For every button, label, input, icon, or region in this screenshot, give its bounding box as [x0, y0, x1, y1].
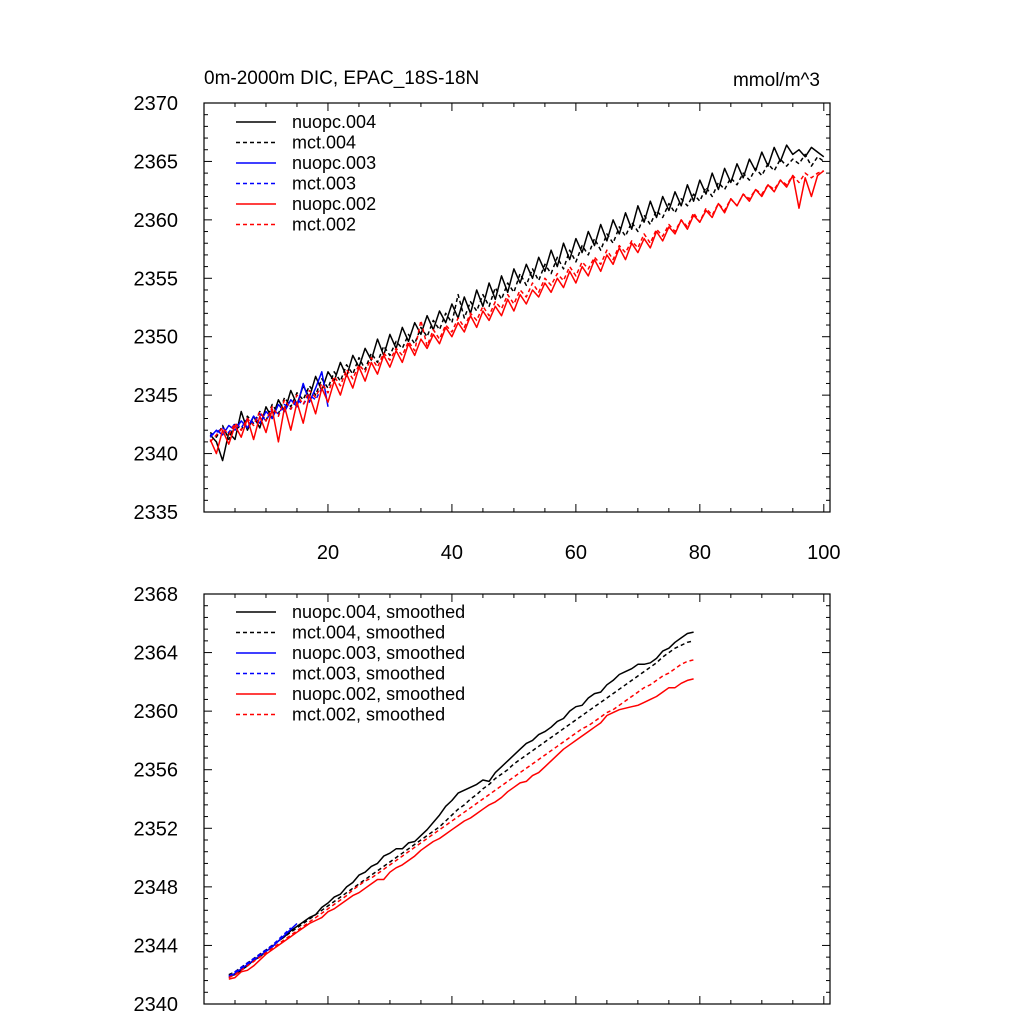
plot-frame — [203, 102, 831, 513]
y-tick-label: 2340 — [134, 994, 179, 1016]
legend-label: mct.003 — [292, 174, 356, 194]
legend-label: mct.004 — [292, 133, 356, 153]
y-tick-label: 2344 — [134, 935, 179, 957]
legend-label: nuopc.004, smoothed — [292, 602, 465, 622]
y-tick-label: 2368 — [134, 584, 179, 606]
y-tick-label: 2365 — [134, 151, 179, 173]
legend-label: mct.002 — [292, 215, 356, 235]
legend-label: nuopc.003, smoothed — [292, 643, 465, 663]
legend-label: nuopc.004 — [292, 112, 376, 132]
legend-label: mct.003, smoothed — [292, 664, 445, 684]
y-tick-label: 2364 — [134, 643, 179, 665]
series-line-mct-004-smoothed — [228, 640, 694, 976]
plot-frame — [203, 593, 831, 1005]
series-line-mct-004 — [209, 153, 825, 441]
series-line-nuopc-003 — [209, 371, 329, 438]
series-line-mct-002 — [209, 170, 825, 443]
y-tick-label: 2348 — [134, 877, 179, 899]
y-tick-label: 2340 — [134, 444, 179, 466]
legend-label: nuopc.003 — [292, 153, 376, 173]
x-tick-label: 20 — [317, 542, 339, 564]
chart-title: 0m-2000m DIC, EPAC_18S-18N — [204, 68, 479, 89]
x-tick-label: 100 — [807, 542, 840, 564]
series-line-nuopc-004-smoothed — [228, 631, 694, 977]
x-tick-label: 80 — [689, 542, 711, 564]
bottom-panel: 2340 2344 2348 2352 2356 2360 2364 2368 nuopc.00… — [134, 584, 831, 1016]
series-line-nuopc-004 — [209, 144, 825, 462]
series-line-nuopc-002 — [209, 170, 825, 455]
legend-label: nuopc.002, smoothed — [292, 684, 465, 704]
legend-label: nuopc.002 — [292, 194, 376, 214]
x-tick-label: 40 — [441, 542, 463, 564]
y-tick-label: 2335 — [134, 502, 179, 524]
y-tick-label: 2360 — [134, 701, 179, 723]
y-tick-label: 2360 — [134, 210, 179, 232]
x-tick-label: 60 — [565, 542, 587, 564]
y-tick-label: 2352 — [134, 818, 179, 840]
y-tick-label: 2356 — [134, 760, 179, 782]
series-line-mct-002-smoothed — [228, 659, 694, 979]
series-line-nuopc-003-smoothed — [228, 922, 298, 979]
top-panel: 2335 2340 2345 2350 2355 2360 2365 2370 20 40 60 80… — [134, 93, 841, 564]
legend-label: mct.004, smoothed — [292, 623, 445, 643]
y-tick-label: 2350 — [134, 327, 179, 349]
series-line-mct-003-smoothed — [228, 927, 292, 977]
series-line-nuopc-002-smoothed — [228, 678, 694, 980]
y-tick-label: 2370 — [134, 93, 179, 115]
y-tick-label: 2345 — [134, 385, 179, 407]
y-tick-label: 2355 — [134, 268, 179, 290]
chart-units: mmol/m^3 — [733, 70, 820, 91]
legend-label: mct.002, smoothed — [292, 705, 445, 725]
